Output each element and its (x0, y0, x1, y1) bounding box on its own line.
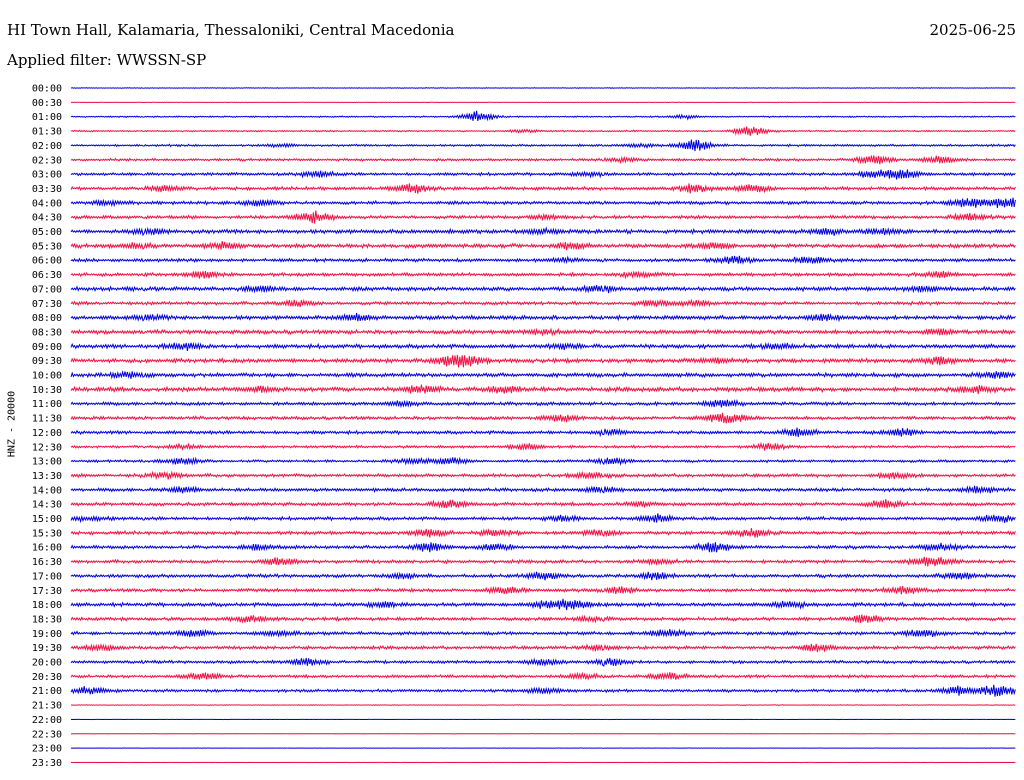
row-time-label: 08:00 (32, 313, 62, 324)
trace-line (70, 241, 1016, 251)
trace-line (70, 542, 1016, 553)
row-time-label: 08:30 (32, 327, 62, 338)
row-time-label: 16:00 (32, 543, 62, 554)
row-time-label: 20:30 (32, 672, 62, 683)
row-time-label: 22:00 (32, 715, 62, 726)
row-time-label: 01:30 (32, 127, 62, 138)
row-time-label: 17:30 (32, 586, 62, 597)
row-time-label: 03:00 (32, 170, 62, 181)
trace-line (70, 499, 1016, 509)
trace-line (70, 398, 1016, 409)
row-time-label: 10:00 (32, 371, 62, 382)
trace-line (70, 598, 1016, 611)
trace-line (70, 628, 1016, 638)
row-time-label: 09:00 (32, 342, 62, 353)
row-time-label: 21:00 (32, 686, 62, 697)
trace-line (70, 197, 1016, 209)
row-time-label: 07:00 (32, 284, 62, 295)
trace-line (70, 427, 1016, 438)
trace-line (70, 210, 1016, 224)
trace-line (70, 284, 1016, 294)
trace-line (70, 298, 1016, 308)
trace-line (70, 642, 1016, 653)
row-time-label: 18:00 (32, 600, 62, 611)
row-time-label: 05:30 (32, 241, 62, 252)
trace-line (70, 354, 1016, 368)
trace-line (70, 327, 1016, 337)
row-time-label: 17:00 (32, 571, 62, 582)
row-time-label: 12:00 (32, 428, 62, 439)
trace-line (70, 456, 1016, 466)
trace-line (70, 312, 1016, 323)
trace-line (70, 441, 1016, 451)
trace-line (70, 485, 1016, 495)
row-time-label: 18:30 (32, 614, 62, 625)
row-time-label: 16:30 (32, 557, 62, 568)
trace-line (70, 370, 1016, 380)
trace-line (70, 657, 1016, 667)
row-time-label: 11:00 (32, 399, 62, 410)
trace-line (70, 126, 1016, 136)
row-time-label: 22:30 (32, 729, 62, 740)
row-time-label: 10:30 (32, 385, 62, 396)
trace-line (70, 110, 1016, 122)
trace-line (70, 527, 1016, 538)
row-time-label: 00:30 (32, 98, 62, 109)
trace-line (70, 155, 1016, 165)
row-time-label: 15:30 (32, 528, 62, 539)
row-time-label: 00:00 (32, 84, 62, 95)
trace-line (70, 139, 1016, 152)
trace-line (70, 704, 1016, 707)
date-label: 2025-06-25 (929, 21, 1016, 39)
trace-line (70, 614, 1016, 624)
row-time-label: 02:30 (32, 155, 62, 166)
row-time-label: 19:00 (32, 629, 62, 640)
trace-line (70, 341, 1016, 352)
trace-line (70, 671, 1016, 681)
row-time-label: 04:00 (32, 198, 62, 209)
trace-line (70, 87, 1016, 89)
trace-line (70, 585, 1016, 595)
row-time-label: 13:00 (32, 457, 62, 468)
trace-line (70, 470, 1016, 481)
row-time-label: 04:30 (32, 213, 62, 224)
row-time-label: 01:00 (32, 112, 62, 123)
row-time-label: 12:30 (32, 442, 62, 453)
row-time-label: 23:30 (32, 758, 62, 769)
row-time-label: 13:30 (32, 471, 62, 482)
trace-line (70, 169, 1016, 180)
row-time-label: 21:30 (32, 701, 62, 712)
row-time-label: 02:00 (32, 141, 62, 152)
row-time-label: 14:30 (32, 500, 62, 511)
trace-line (70, 226, 1016, 237)
row-time-label: 14:00 (32, 485, 62, 496)
trace-line (70, 183, 1016, 194)
trace-line (70, 270, 1016, 280)
trace-line (70, 412, 1016, 424)
row-time-label: 15:00 (32, 514, 62, 525)
trace-line (70, 684, 1016, 697)
filter-label: Applied filter: WWSSN-SP (7, 51, 207, 69)
row-time-label: 06:30 (32, 270, 62, 281)
trace-line (70, 513, 1016, 524)
row-time-label: 20:00 (32, 658, 62, 669)
row-time-label: 06:00 (32, 256, 62, 267)
trace-line (70, 101, 1016, 104)
row-time-label: 19:30 (32, 643, 62, 654)
row-time-label: 05:00 (32, 227, 62, 238)
row-time-label: 03:30 (32, 184, 62, 195)
row-time-label: 07:30 (32, 299, 62, 310)
row-time-label: 09:30 (32, 356, 62, 367)
trace-line (70, 556, 1016, 567)
row-time-label: 11:30 (32, 414, 62, 425)
trace-line (70, 384, 1016, 395)
row-time-label: 23:00 (32, 744, 62, 755)
trace-line (70, 255, 1016, 265)
trace-line (70, 571, 1016, 581)
station-title: HI Town Hall, Kalamaria, Thessaloniki, C… (7, 21, 455, 39)
